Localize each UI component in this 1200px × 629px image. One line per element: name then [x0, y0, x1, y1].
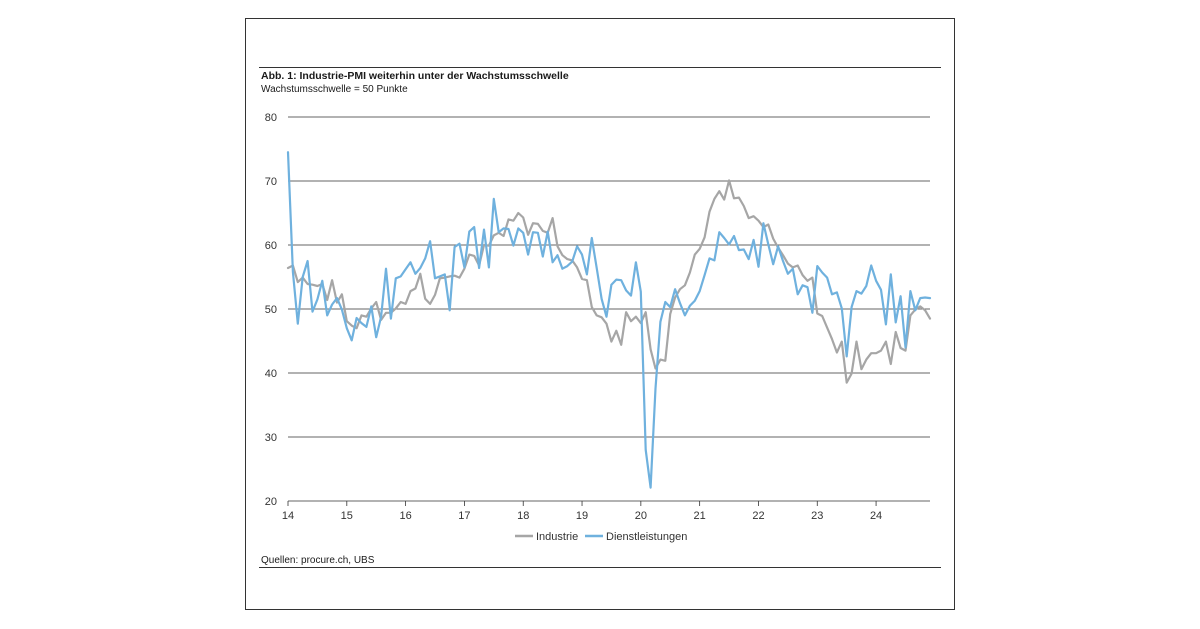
x-tick-label-21: 21	[694, 510, 706, 522]
y-tick-label-50: 50	[265, 304, 277, 316]
x-tick-label-17: 17	[458, 510, 470, 522]
grid-layer: 20 30 40 50 60 70 80	[265, 112, 930, 508]
bottom-rule	[259, 567, 941, 568]
x-tick-label-15: 15	[341, 510, 353, 522]
series-line-industrie	[286, 179, 932, 384]
x-tick-label-19: 19	[576, 510, 588, 522]
y-tick-label-70: 70	[265, 176, 277, 188]
y-tick-label-20: 20	[265, 496, 277, 508]
x-tick-label-22: 22	[752, 510, 764, 522]
series-line-dienstleistungen	[286, 151, 932, 489]
y-tick-label-80: 80	[265, 112, 277, 124]
x-tick-label-23: 23	[811, 510, 823, 522]
series-layer	[286, 151, 932, 489]
y-tick-label-60: 60	[265, 240, 277, 252]
x-axis: 14 15 16 17 18 19 20 21 22 23 24	[282, 501, 882, 522]
y-tick-label-30: 30	[265, 432, 277, 444]
x-tick-label-20: 20	[635, 510, 647, 522]
top-rule	[259, 67, 941, 68]
legend-label-dienstleistungen: Dienstleistungen	[606, 531, 687, 543]
chart-title: Abb. 1: Industrie-PMI weiterhin unter de…	[261, 70, 569, 82]
chart-frame	[245, 18, 955, 610]
legend-label-industrie: Industrie	[536, 531, 578, 543]
y-tick-label-40: 40	[265, 368, 277, 380]
x-tick-label-14: 14	[282, 510, 294, 522]
source-note: Quellen: procure.ch, UBS	[261, 555, 375, 566]
legend: Industrie Dienstleistungen	[515, 531, 687, 543]
x-tick-label-18: 18	[517, 510, 529, 522]
chart-subtitle: Wachstumsschwelle = 50 Punkte	[261, 84, 408, 95]
x-tick-label-24: 24	[870, 510, 882, 522]
x-tick-label-16: 16	[399, 510, 411, 522]
